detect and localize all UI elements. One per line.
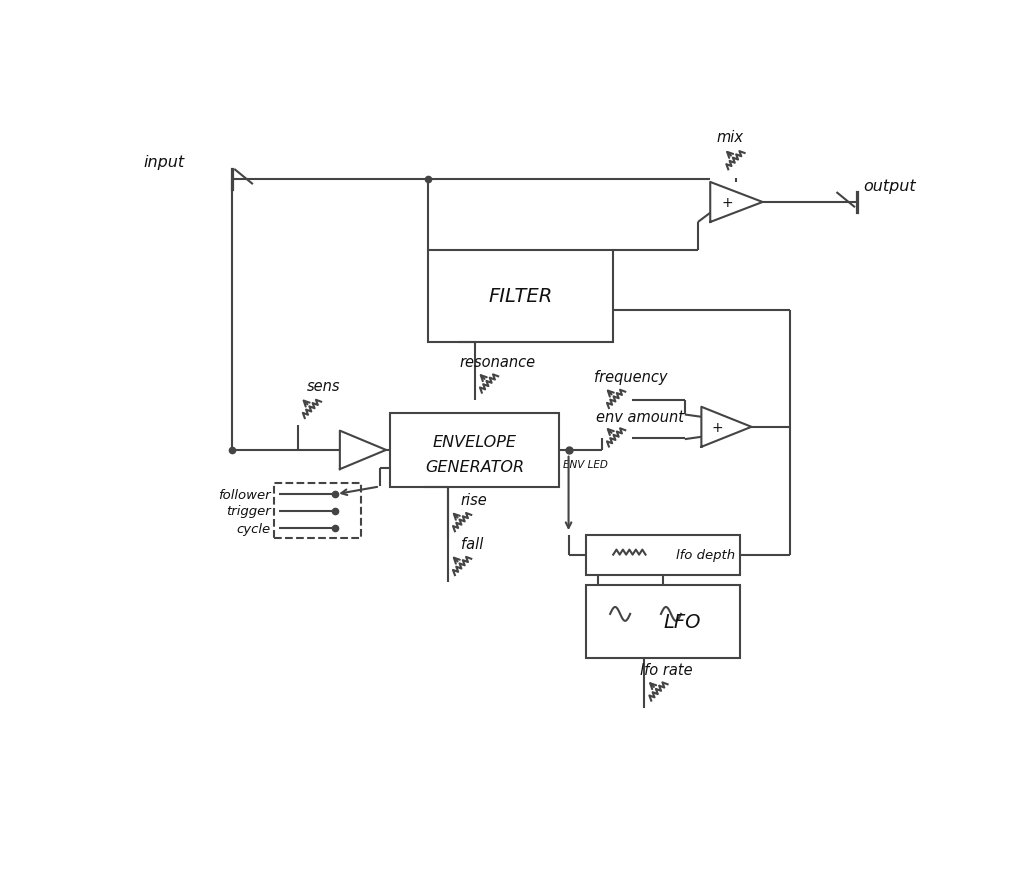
Text: fall: fall bbox=[461, 537, 483, 552]
Text: frequency: frequency bbox=[594, 370, 668, 385]
Text: cycle: cycle bbox=[236, 522, 270, 535]
Bar bbox=[274, 483, 360, 539]
Text: rise: rise bbox=[461, 493, 487, 507]
Bar bbox=[586, 535, 740, 575]
Bar bbox=[586, 585, 740, 658]
Text: +: + bbox=[712, 421, 723, 434]
Text: +: + bbox=[721, 196, 733, 209]
Text: ENV LED: ENV LED bbox=[563, 459, 608, 469]
Text: input: input bbox=[144, 156, 184, 170]
Text: trigger: trigger bbox=[226, 505, 270, 518]
Text: GENERATOR: GENERATOR bbox=[425, 459, 524, 474]
Text: FILTER: FILTER bbox=[489, 287, 553, 306]
Text: follower: follower bbox=[218, 488, 270, 501]
Text: lfo rate: lfo rate bbox=[641, 662, 692, 677]
Text: sens: sens bbox=[306, 378, 341, 394]
Bar bbox=[390, 414, 559, 488]
Text: resonance: resonance bbox=[460, 355, 535, 369]
Text: mix: mix bbox=[717, 129, 744, 145]
Text: output: output bbox=[863, 178, 916, 193]
Bar bbox=[428, 250, 613, 342]
Text: ENVELOPE: ENVELOPE bbox=[433, 434, 516, 449]
Text: lfo depth: lfo depth bbox=[676, 548, 735, 561]
Text: LFO: LFO bbox=[663, 612, 701, 631]
Text: env amount: env amount bbox=[595, 410, 683, 425]
